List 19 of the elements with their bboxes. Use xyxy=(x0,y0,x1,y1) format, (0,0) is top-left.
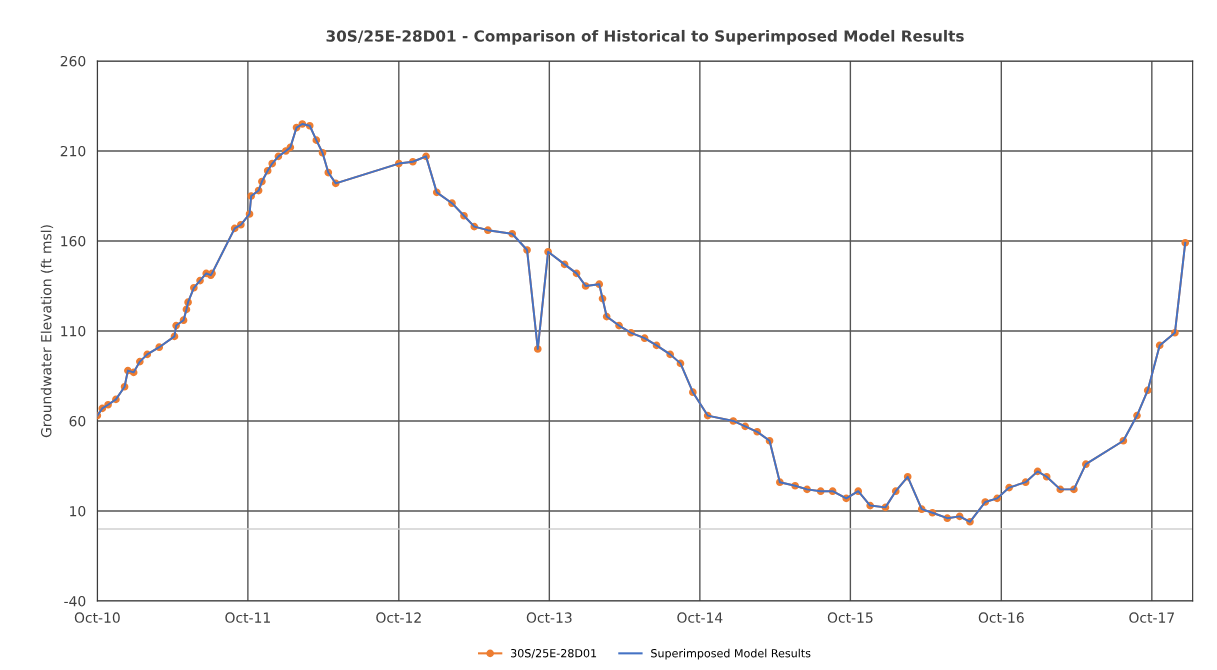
y-tick-label: 60 xyxy=(69,415,86,427)
y-tick-label: 260 xyxy=(60,55,86,67)
y-tick-label: 160 xyxy=(61,235,86,247)
x-tick-label: Oct-10 xyxy=(74,612,120,623)
chart-title: 30S/25E-28D01 - Comparison of Historical to Superimposed Model Results xyxy=(326,29,964,45)
x-tick-label: Oct-15 xyxy=(827,612,873,623)
x-tick-label: Oct-17 xyxy=(1129,612,1174,623)
y-tick-label: 210 xyxy=(60,145,86,157)
x-tick-label: Oct-11 xyxy=(225,612,270,623)
x-tick-label: Oct-12 xyxy=(376,612,421,623)
x-tick-label: Oct-16 xyxy=(978,612,1024,623)
y-tick-label: 10 xyxy=(70,505,86,517)
y-tick-label: -40 xyxy=(64,595,86,607)
legend-label: Superimposed Model Results xyxy=(651,648,811,660)
y-tick-label: 110 xyxy=(61,325,86,337)
x-tick-label: Oct-14 xyxy=(677,612,723,623)
y-axis-title: Groundwater Elevation (ft msl) xyxy=(40,225,54,438)
x-tick-label: Oct-13 xyxy=(526,612,572,623)
legend-label: 30S/25E-28D01 xyxy=(511,648,597,659)
